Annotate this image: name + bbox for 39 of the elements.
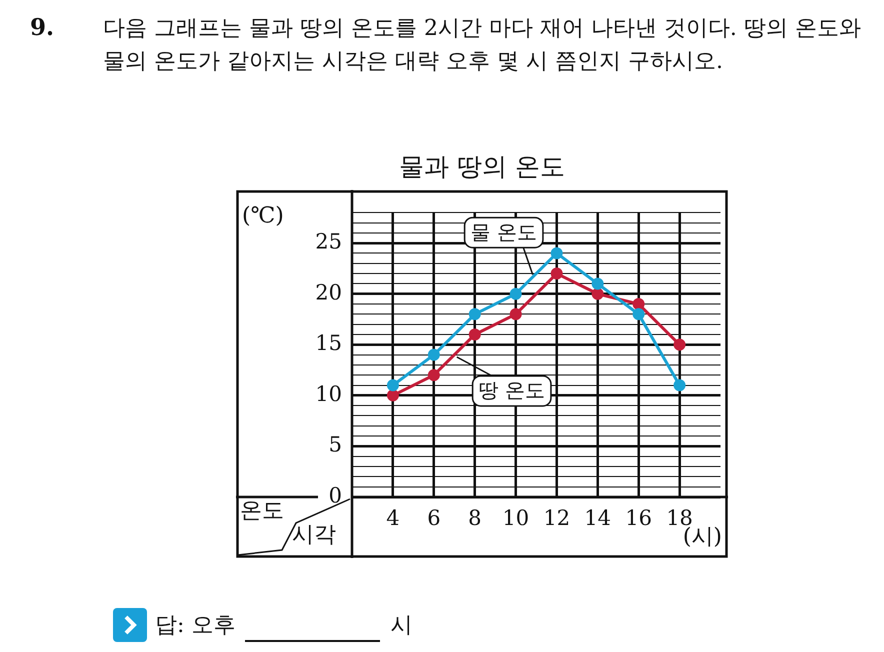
point	[510, 288, 522, 300]
text: 시각	[292, 522, 336, 548]
point	[592, 288, 604, 300]
point	[428, 369, 440, 382]
x-tick-label: 6	[427, 506, 441, 530]
x-tick-label: 4	[386, 506, 400, 530]
point	[674, 338, 686, 351]
point	[632, 298, 645, 310]
text: 시	[390, 612, 412, 640]
series-label: 땅 온도	[478, 378, 545, 402]
x-tick-label: 16	[625, 506, 652, 530]
y-tick-label: 10	[315, 382, 342, 406]
y-tick-label: 5	[328, 432, 342, 457]
text: 9.	[30, 14, 54, 41]
text: 온도	[240, 498, 284, 524]
point	[550, 247, 563, 260]
chart-title: 물과 땅의 온도	[398, 151, 566, 183]
x-tick-label: 8	[468, 506, 482, 530]
x-tick-label: 10	[502, 506, 530, 530]
point	[468, 328, 481, 340]
text: 답: 오후	[155, 612, 236, 640]
y-tick-label: 20	[315, 280, 342, 304]
x-tick-label: 14	[584, 506, 612, 530]
x-tick-label: 12	[543, 506, 570, 530]
point	[674, 379, 686, 392]
y-tick-label: 0	[328, 483, 342, 508]
y-axis-title: (℃)	[242, 204, 284, 229]
point	[386, 379, 399, 392]
point	[510, 308, 522, 320]
point	[592, 278, 604, 290]
series-label: 물 온도	[470, 220, 537, 244]
point	[632, 308, 645, 320]
y-tick-label: 25	[315, 230, 342, 254]
point	[428, 348, 440, 361]
y-tick-label: 15	[315, 331, 342, 356]
point	[468, 308, 481, 320]
point	[386, 389, 399, 402]
text: 다음 그래프는 물과 땅의 온도를 2시간 마다 재어 나타낸 것이다. 땅의 온도와 물의 온도가 같아지는 시각은 대략 오후 몇 시 쯤인지 구하시오.	[103, 15, 862, 76]
point	[550, 268, 563, 280]
